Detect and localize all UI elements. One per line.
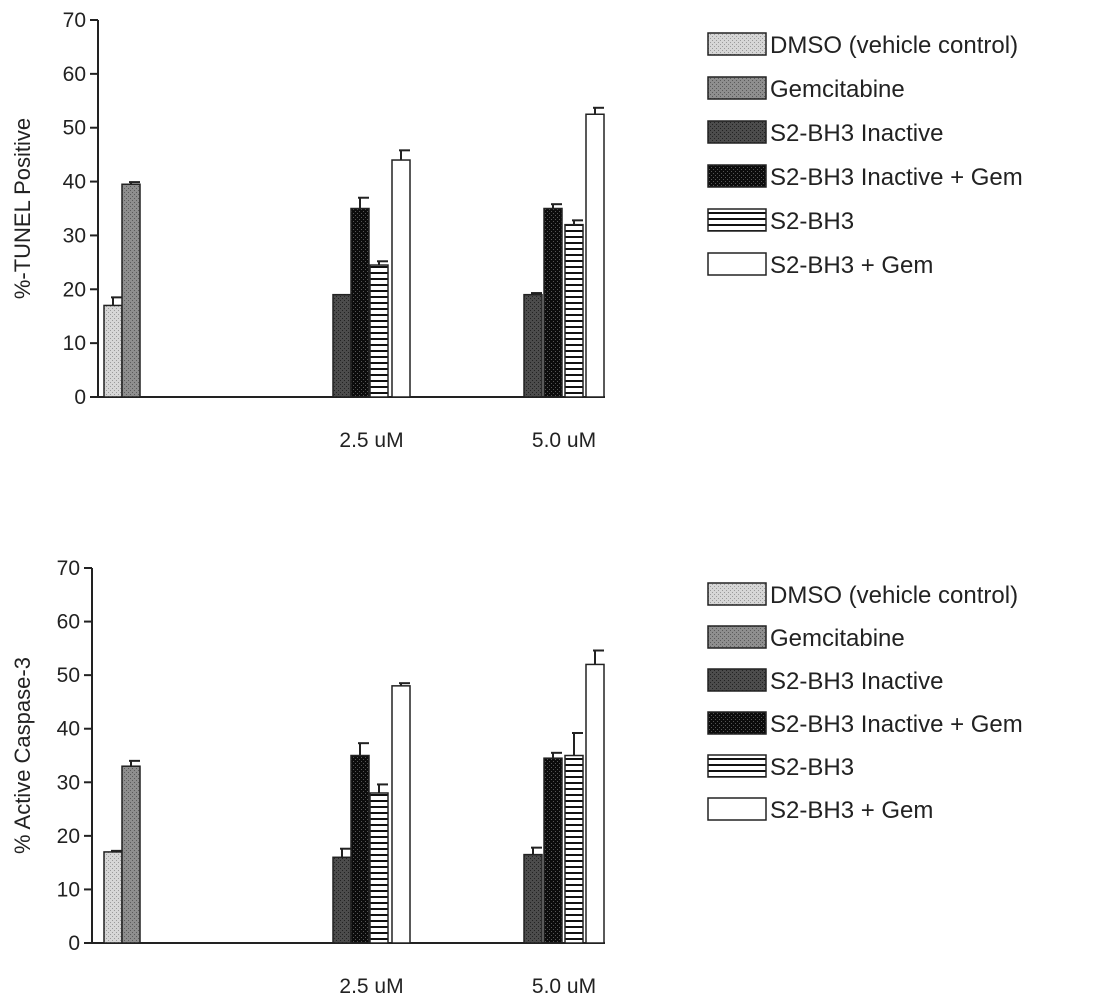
legend-swatch	[707, 754, 767, 778]
legend-label: S2-BH3	[770, 208, 854, 235]
legend-label: S2-BH3 + Gem	[770, 797, 933, 824]
bar	[564, 754, 584, 944]
bar	[103, 851, 123, 944]
x-group-label: 5.0 uM	[532, 429, 596, 452]
bar	[543, 757, 563, 944]
bar	[332, 856, 352, 944]
chart-panel-2: 0 10 20 30 40 50 60 70 % Active Caspase-3 2.5 uM 5…	[10, 557, 1023, 998]
y-tick-label: 20	[57, 825, 80, 848]
y-tick-label: 70	[63, 9, 86, 32]
legend-swatch	[707, 625, 767, 649]
bar	[369, 264, 389, 398]
bar	[121, 183, 141, 398]
legend-label: S2-BH3 Inactive	[770, 120, 943, 147]
chart-panel-1: 0 10 20 30 40 50 60 70 %-TUNEL Positive 2.5 uM 5.0…	[10, 9, 1023, 452]
x-group-label: 5.0 uM	[532, 975, 596, 998]
legend-swatch	[707, 582, 767, 606]
legend-swatch	[707, 76, 767, 100]
y-tick-label: 70	[57, 557, 80, 580]
legend-swatch	[707, 252, 767, 276]
y-tick-label: 60	[63, 63, 86, 86]
bar	[523, 293, 543, 398]
y-tick-label: 60	[57, 611, 80, 634]
bar	[391, 159, 411, 398]
y-tick-label: 30	[63, 224, 86, 247]
y-tick-label: 40	[63, 171, 86, 194]
legend-label: DMSO (vehicle control)	[770, 32, 1018, 59]
legend-swatch	[707, 711, 767, 735]
legend-label: S2-BH3	[770, 754, 854, 781]
y-tick-label: 0	[68, 932, 80, 955]
legend-swatch	[707, 668, 767, 692]
bar	[350, 207, 370, 398]
legend-label: Gemcitabine	[770, 76, 905, 103]
bar	[585, 663, 605, 944]
legend-swatch	[707, 32, 767, 56]
legend-label: S2-BH3 Inactive	[770, 668, 943, 695]
bar	[543, 207, 563, 398]
legend: DMSO (vehicle control) Gemcitabine S2-BH3 …	[707, 582, 1023, 824]
legend-swatch	[707, 120, 767, 144]
bar	[564, 223, 584, 398]
bar	[332, 293, 352, 398]
legend-label: S2-BH3 Inactive + Gem	[770, 164, 1023, 191]
legend-label: DMSO (vehicle control)	[770, 582, 1018, 609]
y-tick-label: 0	[74, 386, 86, 409]
y-tick-label: 10	[63, 332, 86, 355]
y-axis-label: % Active Caspase-3	[10, 657, 35, 854]
legend-label: S2-BH3 + Gem	[770, 252, 933, 279]
y-axis-label: %-TUNEL Positive	[10, 118, 35, 299]
y-tick-label: 40	[57, 718, 80, 741]
y-tick-label: 10	[57, 878, 80, 901]
bar	[523, 853, 543, 944]
legend-swatch	[707, 164, 767, 188]
y-tick-label: 50	[63, 117, 86, 140]
legend: DMSO (vehicle control) Gemcitabine S2-BH3 …	[707, 32, 1023, 279]
legend-swatch	[707, 797, 767, 821]
bar	[391, 685, 411, 944]
bar	[103, 304, 123, 398]
bar	[121, 765, 141, 944]
x-group-label: 2.5 uM	[339, 975, 403, 998]
legend-swatch	[707, 208, 767, 232]
y-tick-label: 30	[57, 771, 80, 794]
bar	[585, 113, 605, 398]
y-tick-label: 20	[63, 278, 86, 301]
bar	[350, 754, 370, 944]
bar	[369, 792, 389, 944]
legend-label: Gemcitabine	[770, 625, 905, 652]
x-group-label: 2.5 uM	[339, 429, 403, 452]
y-tick-label: 50	[57, 664, 80, 687]
legend-label: S2-BH3 Inactive + Gem	[770, 711, 1023, 738]
